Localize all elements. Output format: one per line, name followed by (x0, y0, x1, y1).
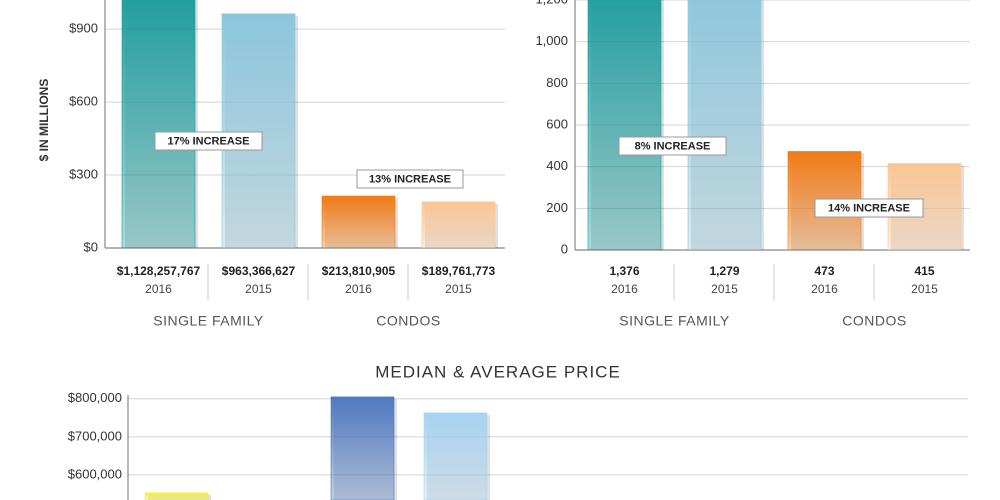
annotation: 17% INCREASE (168, 135, 250, 147)
y-tick-label: 200 (546, 200, 568, 215)
x-tick-label: 2016 (145, 282, 172, 296)
y-tick-label: 1,000 (535, 33, 568, 48)
y-tick-label: $600 (69, 94, 98, 109)
bar (322, 196, 395, 248)
infographic: $ IN MILLIONS $0 $300 $600 $900 $1,128,257,76… (0, 0, 1000, 500)
annotation: 14% INCREASE (828, 202, 910, 214)
group-label: SINGLE FAMILY (153, 313, 264, 329)
value-label: $189,761,773 (422, 264, 496, 278)
y-tick-label: 0 (561, 241, 568, 256)
x-tick-label: 2015 (911, 282, 938, 296)
value-label: 1,376 (609, 264, 639, 278)
annotation: 13% INCREASE (369, 173, 451, 185)
bar (122, 0, 195, 248)
bar-chart: MEDIAN & AVERAGE PRICE $600,000 $700,000 $8… (68, 362, 968, 500)
x-tick-label: 2016 (611, 282, 638, 296)
y-tick-label: 400 (546, 158, 568, 173)
bar-chart: $ IN MILLIONS $0 $300 $600 $900 $1,128,257,76… (37, 0, 505, 329)
value-label: 473 (814, 264, 834, 278)
x-tick-label: 2015 (445, 282, 472, 296)
annotation: 8% INCREASE (635, 140, 711, 152)
value-label: 415 (914, 264, 934, 278)
y-axis-label: $ IN MILLIONS (37, 79, 51, 162)
y-tick-label: $700,000 (68, 428, 122, 443)
y-tick-label: $900 (69, 21, 98, 36)
y-tick-label: $0 (84, 239, 98, 254)
x-tick-label: 2015 (245, 282, 272, 296)
x-tick-label: 2016 (345, 282, 372, 296)
value-label: $213,810,905 (322, 264, 396, 278)
group-label: CONDOS (376, 313, 440, 329)
value-label: 1,279 (709, 264, 739, 278)
value-label: $963,366,627 (222, 264, 296, 278)
y-tick-label: 1,200 (535, 0, 568, 6)
y-tick-label: 800 (546, 75, 568, 90)
y-tick-label: $600,000 (68, 466, 122, 481)
value-label: $1,128,257,767 (117, 264, 201, 278)
bar (222, 14, 295, 248)
bar (424, 413, 487, 500)
x-tick-label: 2015 (711, 282, 738, 296)
y-tick-label: $800,000 (68, 390, 122, 405)
bar (331, 397, 394, 500)
chart-title: MEDIAN & AVERAGE PRICE (375, 362, 621, 381)
x-tick-label: 2016 (811, 282, 838, 296)
bar (688, 0, 761, 250)
bar (145, 493, 208, 500)
y-tick-label: $300 (69, 166, 98, 181)
group-label: SINGLE FAMILY (619, 313, 730, 329)
y-tick-label: 600 (546, 116, 568, 131)
bar (422, 202, 495, 248)
group-label: CONDOS (842, 313, 906, 329)
bar (588, 0, 661, 250)
bar-chart: 0 200 400 600 800 1,000 1,200 1,376 2016 1,279 201… (535, 0, 970, 329)
